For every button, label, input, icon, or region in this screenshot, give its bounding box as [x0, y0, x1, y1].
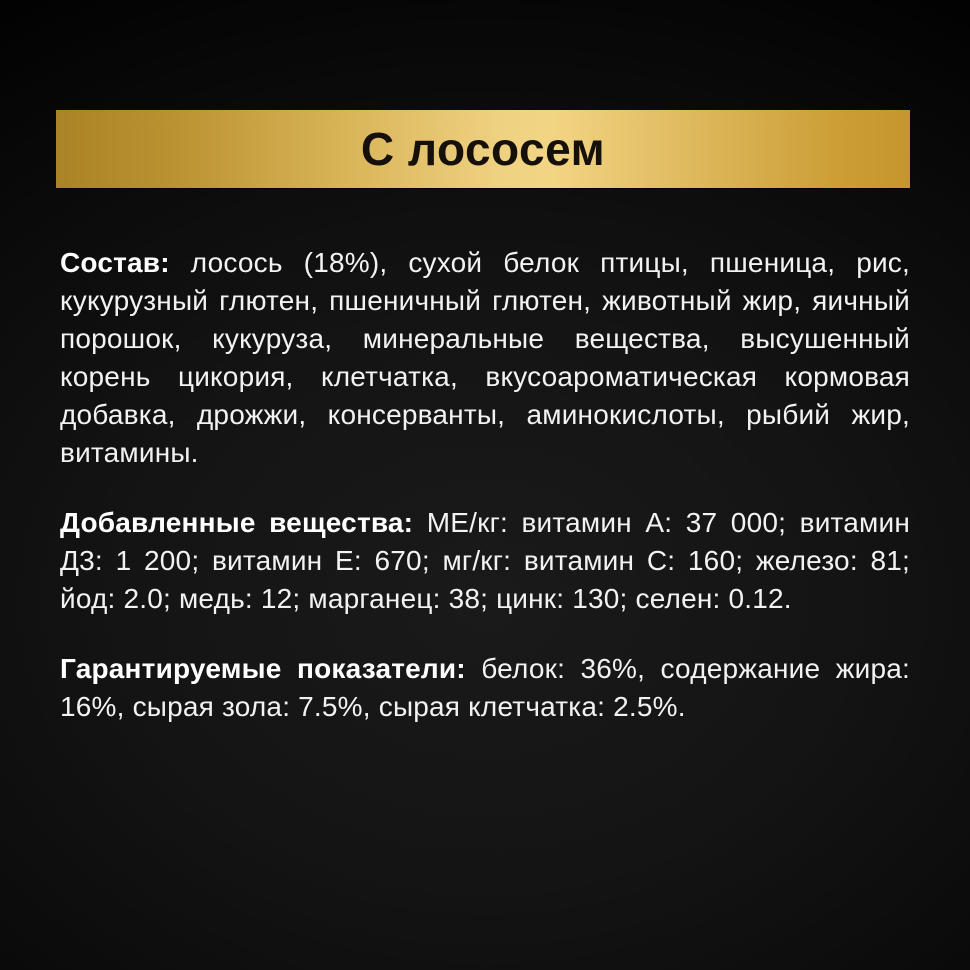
guaranteed-analysis-heading: Гарантируемые показатели:	[60, 653, 482, 684]
added-substances-body: МЕ/кг: витамин А: 37 000; витамин Д3: 1 …	[60, 507, 910, 614]
flavor-banner: С лососем	[56, 110, 910, 188]
composition-body: лосось (18%), сухой белок птицы, пшеница…	[60, 247, 910, 468]
added-substances-section: Добавленные вещества: МЕ/кг: витамин А: …	[60, 504, 910, 618]
composition-section: Состав: лосось (18%), сухой белок птицы,…	[60, 244, 910, 472]
guaranteed-analysis-body: белок: 36%, содержание жира: 16%, сырая …	[60, 653, 910, 722]
guaranteed-analysis-section: Гарантируемые показатели: белок: 36%, со…	[60, 650, 910, 726]
flavor-title: С лососем	[360, 123, 606, 175]
composition-heading: Состав:	[60, 247, 191, 278]
label-text-content: Состав: лосось (18%), сухой белок птицы,…	[60, 244, 910, 758]
added-substances-heading: Добавленные вещества:	[60, 507, 427, 538]
